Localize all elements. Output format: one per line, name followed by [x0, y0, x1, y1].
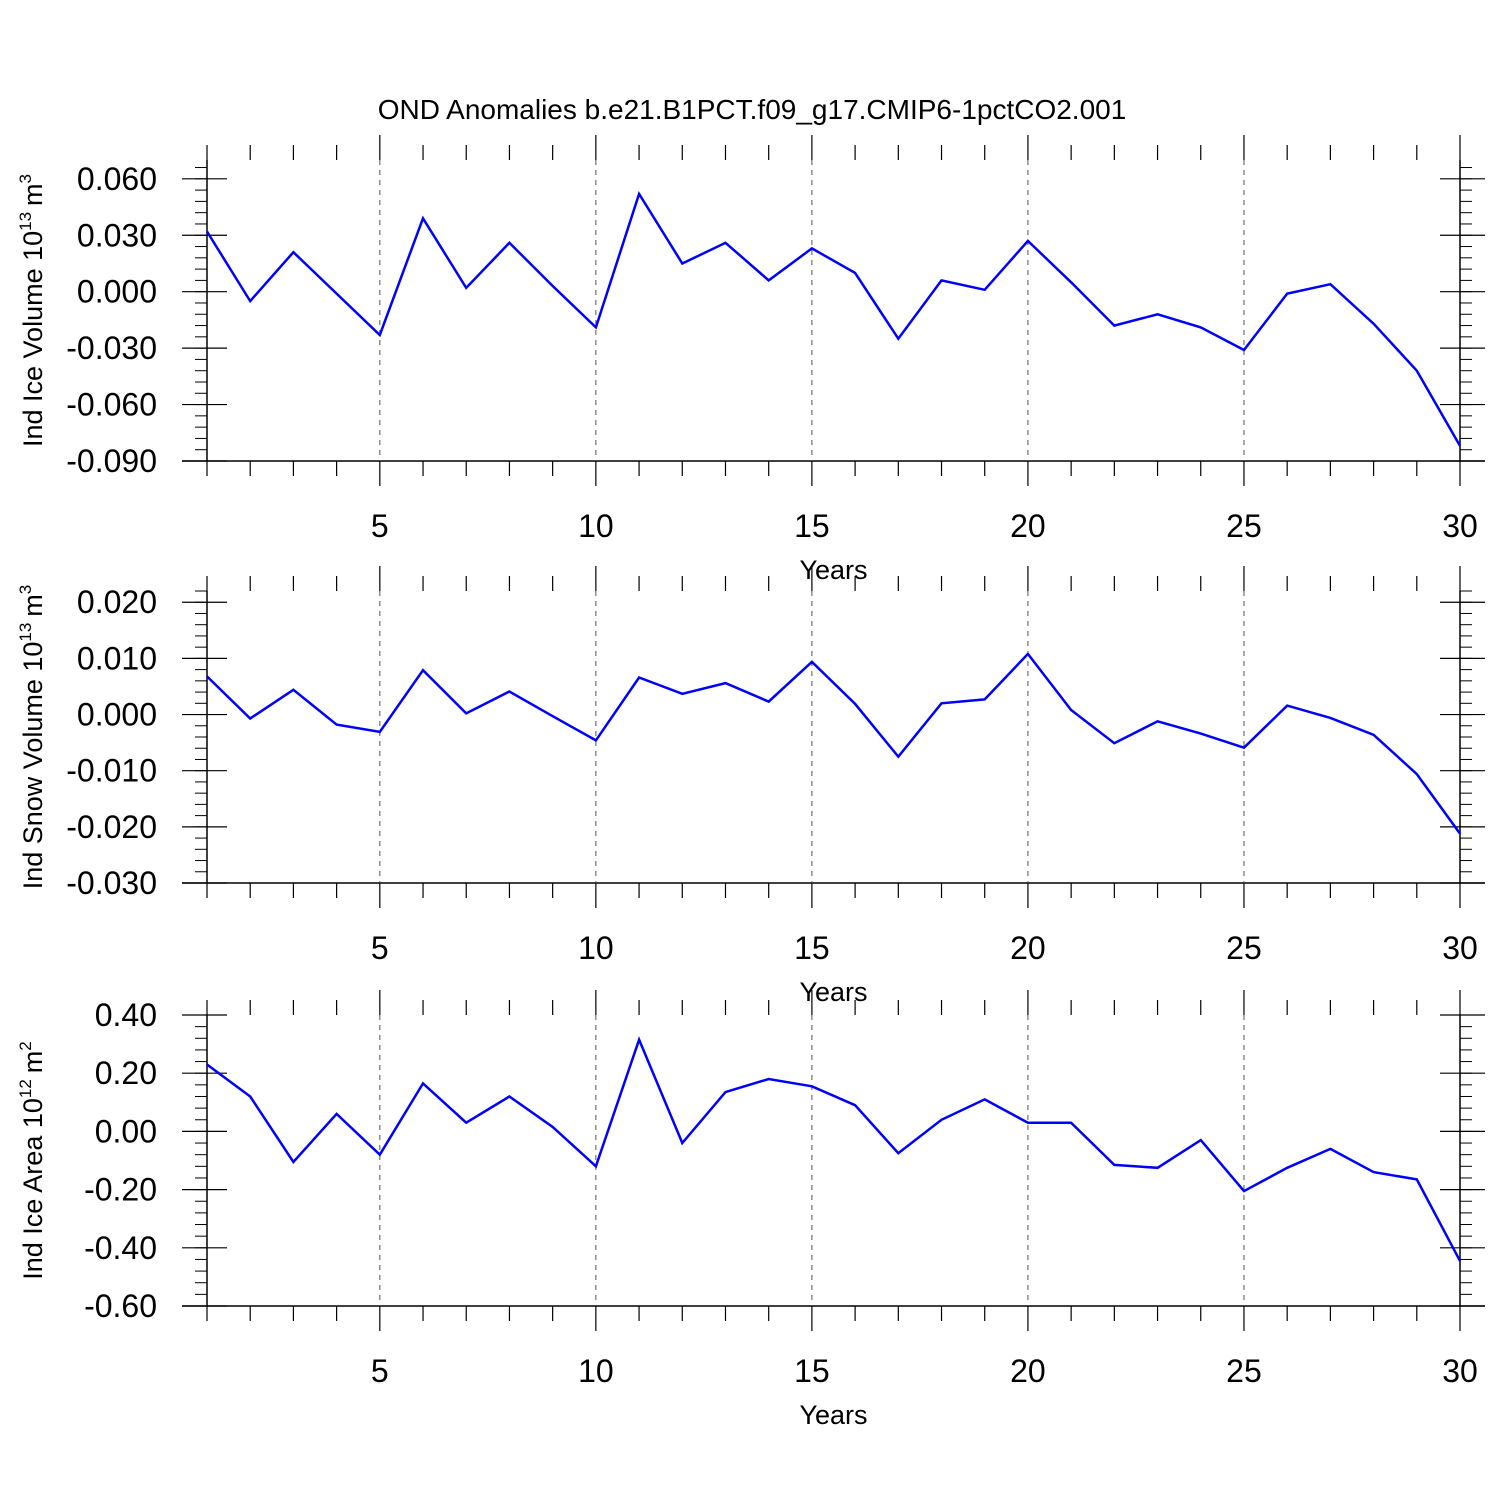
x-tick-label: 25 [1226, 508, 1262, 544]
x-tick-label: 5 [371, 508, 389, 544]
y-tick-label: -0.090 [66, 443, 157, 479]
y-axis-title-unit-exp: 3 [16, 585, 35, 594]
x-tick-label: 5 [371, 1353, 389, 1389]
x-tick-label: 10 [578, 1353, 614, 1389]
y-tick-label: 0.20 [95, 1055, 157, 1091]
y-tick-label: 0.010 [77, 640, 157, 676]
x-axis-title: Years [799, 977, 867, 1007]
y-axis-title-unit-exp: 2 [16, 1041, 35, 1050]
series-line [206, 651, 1462, 835]
x-tick-label: 30 [1442, 930, 1478, 966]
y-axis-title-unit: m [18, 594, 48, 617]
x-tick-label: 25 [1226, 1353, 1262, 1389]
y-axis-title-text: Ind Snow Volume 10 [18, 642, 48, 890]
x-tick-label: 30 [1442, 1353, 1478, 1389]
x-tick-label: 10 [578, 930, 614, 966]
x-tick-label: 20 [1010, 1353, 1046, 1389]
y-tick-label: 0.000 [77, 697, 157, 733]
y-axis-title-text: Ind Ice Area 10 [18, 1098, 48, 1280]
y-tick-label: -0.40 [84, 1230, 157, 1266]
y-axis-title-exp: 13 [16, 623, 35, 642]
x-tick-label: 15 [794, 1353, 830, 1389]
y-tick-label: 0.00 [95, 1113, 157, 1149]
y-tick-label: -0.020 [66, 809, 157, 845]
panel-1: -0.090 -0.060 -0.030 0.000 0.030 0.060 5 10 15 20… [16, 135, 1485, 585]
y-axis-title: Ind Ice Area 1012 m2 [16, 1041, 48, 1280]
x-axis-title: Years [799, 555, 867, 585]
x-axis-title: Years [799, 1400, 867, 1430]
y-axis-title: Ind Ice Volume 1013 m3 [16, 174, 48, 447]
x-tick-label: 10 [578, 508, 614, 544]
y-tick-label: -0.010 [66, 753, 157, 789]
y-tick-label: -0.030 [66, 865, 157, 901]
y-tick-label: 0.020 [77, 584, 157, 620]
y-axis-title-unit-exp: 3 [16, 174, 35, 183]
x-tick-label: 20 [1010, 508, 1046, 544]
x-tick-label: 5 [371, 930, 389, 966]
series-line [205, 190, 1462, 447]
x-tick-label: 15 [794, 508, 830, 544]
y-axis-title-unit: m [18, 183, 48, 206]
y-tick-label: -0.20 [84, 1172, 157, 1208]
panel-2: -0.030 -0.020 -0.010 0.000 0.010 0.020 5 10 15 20… [16, 566, 1485, 1007]
x-tick-label: 30 [1442, 508, 1478, 544]
y-tick-label: 0.030 [77, 217, 157, 253]
y-tick-label: -0.60 [84, 1288, 157, 1324]
y-tick-label: -0.060 [66, 387, 157, 423]
y-axis-title-exp: 13 [16, 212, 35, 231]
panel-3: -0.60 -0.40 -0.20 0.00 0.20 0.40 5 10 15 20 25 30 Ye… [16, 990, 1485, 1430]
x-tick-label: 15 [794, 930, 830, 966]
y-tick-label: 0.40 [95, 997, 157, 1033]
y-tick-label: 0.000 [77, 274, 157, 310]
series-line [206, 1036, 1462, 1262]
y-axis-title-exp: 12 [16, 1079, 35, 1098]
x-tick-label: 25 [1226, 930, 1262, 966]
x-tick-label: 20 [1010, 930, 1046, 966]
y-axis-title-unit: m [18, 1051, 48, 1074]
y-axis-title: Ind Snow Volume 1013 m3 [16, 585, 48, 890]
y-axis-title-text: Ind Ice Volume 10 [18, 231, 48, 447]
y-tick-label: 0.060 [77, 161, 157, 197]
y-tick-label: -0.030 [66, 330, 157, 366]
figure-title: OND Anomalies b.e21.B1PCT.f09_g17.CMIP6-… [378, 94, 1127, 125]
